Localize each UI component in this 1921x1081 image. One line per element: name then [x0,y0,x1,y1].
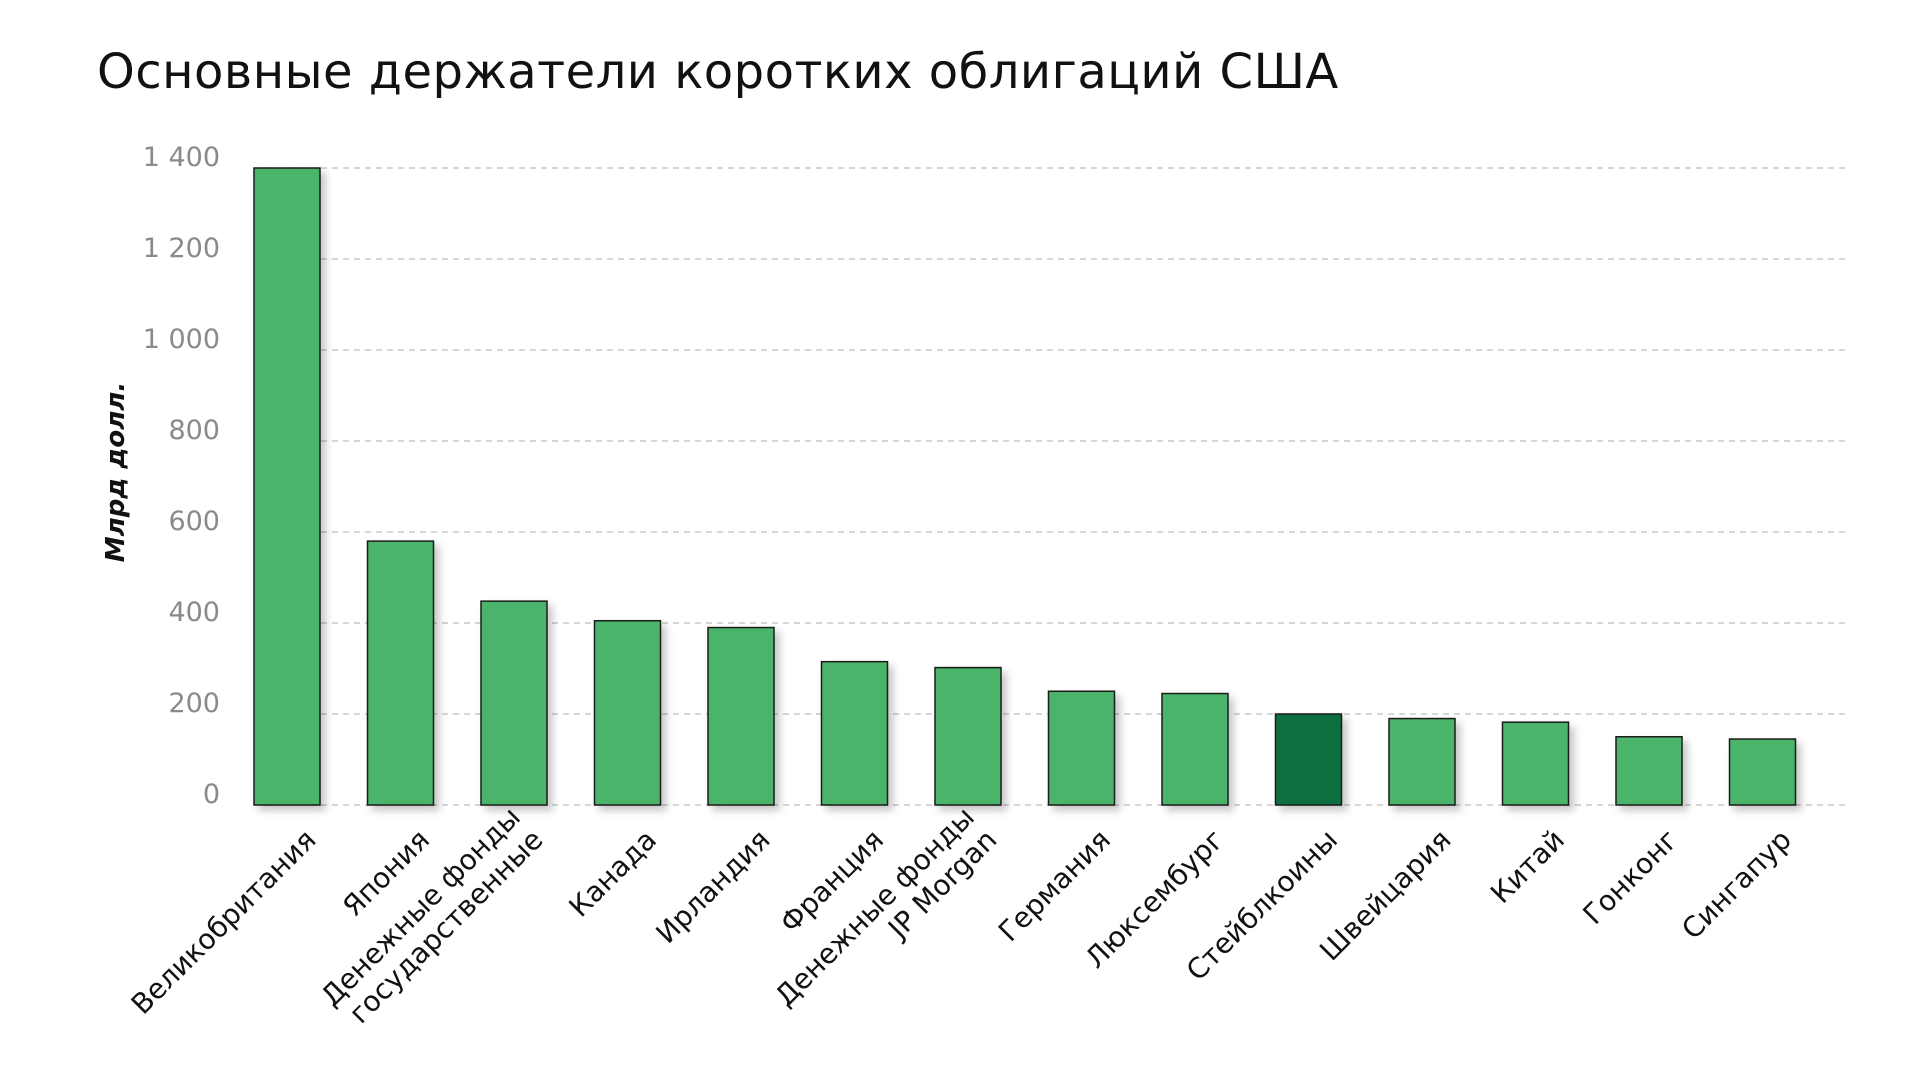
x-category-label: Китай [1484,823,1571,910]
bar [1388,717,1456,806]
x-category-label: Ирландия [650,823,777,950]
bar [1501,721,1570,806]
y-tick-label: 600 [168,506,220,537]
y-tick-label: 200 [168,688,220,719]
y-axis-ticks: 0 200 400 600 800 1 000 1 200 1 400 [143,142,220,810]
x-category-label: Канада [563,823,663,923]
x-category-label: Сингапур [1675,823,1798,946]
x-category-label: Гонконг [1577,823,1685,931]
y-tick-label: 1 400 [143,142,220,173]
x-category-label: Великобритания [125,823,323,1021]
bar [480,600,548,806]
y-axis-label: Млрд долл. [101,382,131,562]
y-tick-label: 1 000 [143,324,220,355]
chart-title: Основные держатели коротких облигаций СШ… [97,44,1339,100]
bar [820,660,889,806]
x-category-label: Германия [992,823,1117,948]
bar [1615,736,1683,806]
y-tick-label: 0 [203,779,220,810]
bar [934,666,1002,806]
bar [1161,692,1229,806]
bar [366,540,435,806]
bars [253,167,1797,806]
bar [707,626,775,806]
y-tick-label: 400 [168,597,220,628]
bar [1728,738,1797,806]
bar [253,167,321,806]
y-tick-label: 1 200 [143,233,220,264]
bar [1274,713,1343,806]
y-tick-label: 800 [168,415,220,446]
x-category-label: Денежные фондыгосударственные [314,800,549,1035]
bar [593,619,662,806]
bar [1047,690,1116,806]
